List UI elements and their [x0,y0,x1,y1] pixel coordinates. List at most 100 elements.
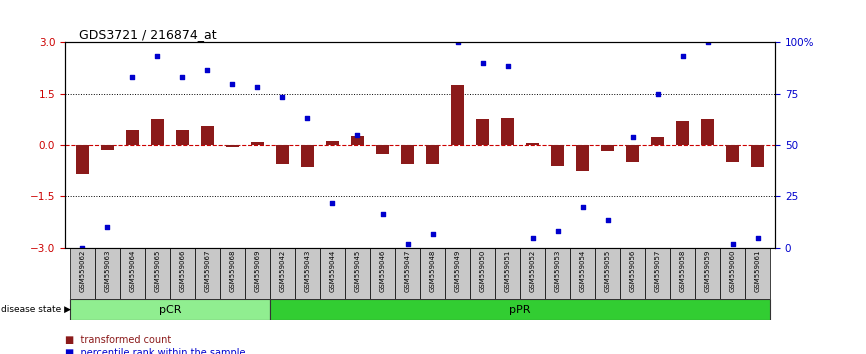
Bar [527,143,539,145]
Point [526,235,540,240]
Bar [295,248,320,299]
Bar [720,248,745,299]
Bar [101,145,113,150]
Point [100,224,114,230]
Text: GSM559048: GSM559048 [430,249,436,292]
Point [250,84,264,90]
Bar [195,248,220,299]
Text: GSM559058: GSM559058 [680,249,686,292]
Bar [476,119,488,145]
Point [401,241,415,247]
Point [751,235,765,240]
Point [701,40,714,45]
Point [475,60,489,66]
Text: GSM559047: GSM559047 [404,249,410,292]
Bar [545,248,570,299]
Text: GSM559046: GSM559046 [379,249,385,292]
Bar [752,145,764,167]
Point [75,245,89,251]
Text: GSM559050: GSM559050 [480,249,486,292]
Point [351,132,365,138]
Point [601,218,615,223]
Bar [126,130,139,145]
Point [201,67,215,73]
Bar [595,248,620,299]
Point [450,40,464,45]
Bar [651,137,664,145]
Text: GSM559042: GSM559042 [280,249,286,292]
Bar [226,145,239,147]
Point [301,115,314,121]
Point [275,95,289,100]
Bar [326,141,339,145]
Bar [276,145,288,164]
Bar [76,145,88,174]
Bar [576,145,589,171]
Point [126,74,139,80]
Text: GSM559059: GSM559059 [705,249,711,292]
Bar [270,248,295,299]
Bar [645,248,670,299]
Bar [245,248,270,299]
Text: GSM559066: GSM559066 [179,249,185,292]
Bar [270,299,770,320]
Text: GSM559044: GSM559044 [329,249,335,292]
Bar [570,248,595,299]
Point [726,241,740,247]
Bar [670,248,695,299]
Text: GDS3721 / 216874_at: GDS3721 / 216874_at [79,28,216,41]
Bar [401,145,414,164]
Bar [701,119,714,145]
Bar [220,248,245,299]
Bar [395,248,420,299]
Bar [470,248,495,299]
Bar [445,248,470,299]
Text: GSM559054: GSM559054 [579,249,585,292]
Point [675,53,689,59]
Text: disease state ▶: disease state ▶ [1,305,71,314]
Bar [420,248,445,299]
Point [326,200,339,206]
Bar [727,145,739,162]
Bar [451,85,464,145]
Text: ■  transformed count: ■ transformed count [65,335,171,344]
Bar [120,248,145,299]
Point [151,53,165,59]
Bar [345,248,370,299]
Text: pCR: pCR [158,305,181,315]
Bar [145,248,170,299]
Bar [601,145,614,151]
Bar [370,248,395,299]
Bar [620,248,645,299]
Bar [320,248,345,299]
Text: GSM559053: GSM559053 [554,249,560,292]
Text: GSM559057: GSM559057 [655,249,661,292]
Bar [152,119,164,145]
Text: ■  percentile rank within the sample: ■ percentile rank within the sample [65,348,245,354]
Bar [251,142,264,145]
Text: GSM559051: GSM559051 [505,249,511,292]
Bar [70,299,270,320]
Text: GSM559068: GSM559068 [229,249,236,292]
Bar [501,118,514,145]
Text: GSM559055: GSM559055 [604,249,611,292]
Point [501,64,514,69]
Bar [376,145,389,154]
Text: GSM559056: GSM559056 [630,249,636,292]
Bar [695,248,720,299]
Point [225,81,239,86]
Bar [201,126,214,145]
Text: GSM559049: GSM559049 [455,249,461,292]
Bar [352,136,364,145]
Bar [520,248,545,299]
Text: GSM559060: GSM559060 [729,249,735,292]
Bar [301,145,313,167]
Bar [495,248,520,299]
Text: GSM559061: GSM559061 [754,249,760,292]
Bar [70,248,95,299]
Text: GSM559064: GSM559064 [129,249,135,292]
Text: GSM559069: GSM559069 [255,249,261,292]
Bar [95,248,120,299]
Text: GSM559043: GSM559043 [305,249,311,292]
Bar [426,145,439,164]
